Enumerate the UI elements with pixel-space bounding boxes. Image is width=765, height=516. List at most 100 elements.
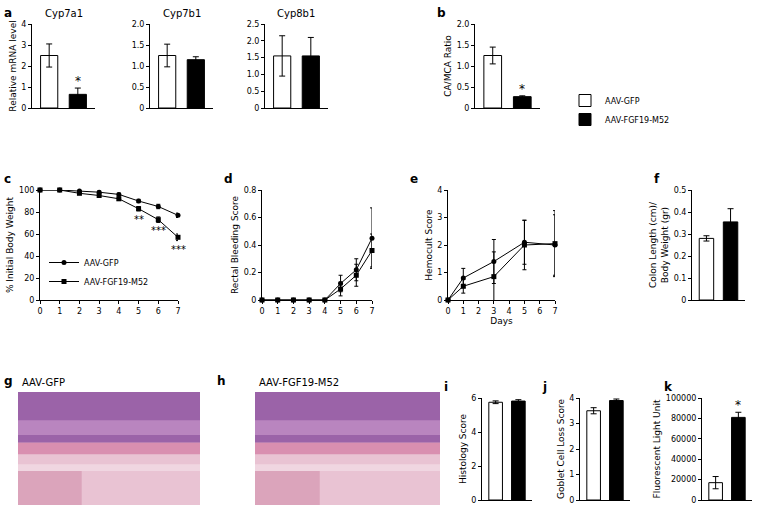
- svg-text:0.1: 0.1: [674, 274, 687, 283]
- svg-text:2.0: 2.0: [247, 37, 260, 46]
- svg-text:6: 6: [537, 307, 542, 316]
- svg-text:0.8: 0.8: [244, 186, 257, 195]
- svg-text:0: 0: [681, 296, 686, 305]
- svg-text:0.6: 0.6: [244, 213, 257, 222]
- svg-text:2.0: 2.0: [457, 20, 470, 29]
- svg-text:1: 1: [275, 307, 280, 316]
- svg-text:3: 3: [437, 213, 442, 222]
- svg-text:0.5: 0.5: [247, 87, 260, 96]
- svg-text:40000: 40000: [671, 455, 696, 464]
- svg-text:5: 5: [136, 307, 141, 316]
- svg-text:0.2: 0.2: [674, 252, 687, 261]
- svg-text:3: 3: [491, 307, 496, 316]
- svg-text:AAV-GFP: AAV-GFP: [84, 259, 119, 268]
- svg-text:0.3: 0.3: [674, 230, 687, 239]
- svg-text:0: 0: [445, 307, 450, 316]
- svg-text:j: j: [542, 380, 547, 394]
- svg-text:a: a: [4, 6, 12, 20]
- svg-text:0.2: 0.2: [244, 268, 257, 277]
- svg-text:4: 4: [569, 394, 574, 403]
- svg-text:g: g: [4, 374, 13, 388]
- svg-text:0.5: 0.5: [132, 83, 145, 92]
- svg-text:0.5: 0.5: [457, 83, 470, 92]
- svg-text:1.0: 1.0: [132, 62, 145, 71]
- svg-text:0: 0: [437, 296, 442, 305]
- svg-text:0.5: 0.5: [674, 186, 687, 195]
- svg-text:1.5: 1.5: [132, 41, 145, 50]
- svg-text:1: 1: [437, 268, 442, 277]
- svg-text:0: 0: [139, 104, 144, 113]
- svg-text:6: 6: [354, 307, 359, 316]
- svg-text:80: 80: [24, 208, 34, 217]
- svg-text:1: 1: [21, 83, 26, 92]
- svg-text:3: 3: [307, 307, 312, 316]
- svg-text:CA/MCA Ratio: CA/MCA Ratio: [443, 35, 453, 97]
- svg-text:2: 2: [437, 241, 442, 250]
- svg-text:Rectal Bleeding Score: Rectal Bleeding Score: [230, 195, 240, 294]
- svg-text:2: 2: [569, 445, 574, 454]
- svg-text:40: 40: [24, 252, 34, 261]
- svg-text:Colon Length (cm)/Body Weight: Colon Length (cm)/Body Weight (gr): [648, 201, 670, 288]
- svg-text:0: 0: [259, 307, 264, 316]
- svg-text:1.5: 1.5: [247, 53, 260, 62]
- svg-text:0: 0: [569, 496, 574, 505]
- svg-text:4: 4: [437, 186, 442, 195]
- svg-text:0: 0: [29, 296, 34, 305]
- svg-text:60: 60: [24, 230, 34, 239]
- svg-text:***: ***: [171, 244, 186, 255]
- svg-text:1: 1: [461, 307, 466, 316]
- svg-text:4: 4: [322, 307, 327, 316]
- svg-text:*: *: [519, 82, 525, 96]
- svg-text:1: 1: [569, 470, 574, 479]
- svg-text:2: 2: [21, 62, 26, 71]
- svg-text:2: 2: [471, 462, 476, 471]
- svg-text:Cyp7b1: Cyp7b1: [163, 8, 201, 19]
- svg-text:0.4: 0.4: [674, 208, 687, 217]
- svg-text:Days: Days: [490, 316, 513, 326]
- svg-text:0: 0: [691, 496, 696, 505]
- svg-text:k: k: [664, 380, 673, 394]
- svg-text:Histology Score: Histology Score: [458, 413, 468, 484]
- svg-text:0: 0: [464, 104, 469, 113]
- svg-text:AAV-GFP: AAV-GFP: [22, 377, 65, 388]
- svg-text:AAV-FGF19-M52: AAV-FGF19-M52: [259, 377, 339, 388]
- svg-text:b: b: [437, 6, 446, 20]
- svg-text:2: 2: [291, 307, 296, 316]
- svg-text:0.4: 0.4: [244, 241, 257, 250]
- svg-text:4: 4: [471, 428, 476, 437]
- svg-text:*: *: [735, 398, 741, 412]
- svg-text:AAV-FGF19-M52: AAV-FGF19-M52: [84, 278, 148, 287]
- svg-text:2: 2: [77, 307, 82, 316]
- svg-text:**: **: [134, 214, 144, 225]
- svg-text:3: 3: [97, 307, 102, 316]
- svg-text:100: 100: [19, 186, 34, 195]
- svg-text:h: h: [217, 374, 226, 388]
- svg-text:*: *: [75, 74, 81, 88]
- svg-text:f: f: [654, 172, 660, 186]
- svg-text:0: 0: [251, 296, 256, 305]
- svg-text:5: 5: [522, 307, 527, 316]
- svg-text:1.0: 1.0: [457, 62, 470, 71]
- svg-text:e: e: [410, 172, 418, 186]
- svg-text:AAV-GFP: AAV-GFP: [605, 97, 640, 106]
- svg-text:6: 6: [471, 394, 476, 403]
- svg-text:***: ***: [151, 225, 166, 236]
- svg-text:i: i: [444, 380, 448, 394]
- svg-text:0: 0: [37, 307, 42, 316]
- svg-text:7: 7: [369, 307, 374, 316]
- svg-text:d: d: [224, 172, 233, 186]
- svg-text:20: 20: [24, 274, 34, 283]
- svg-text:Goblet Cell Loss Score: Goblet Cell Loss Score: [556, 398, 566, 499]
- svg-text:Hemocult Score: Hemocult Score: [424, 209, 434, 281]
- svg-text:1: 1: [57, 307, 62, 316]
- svg-text:2: 2: [476, 307, 481, 316]
- svg-text:2.0: 2.0: [132, 20, 145, 29]
- svg-text:5: 5: [338, 307, 343, 316]
- svg-text:2.5: 2.5: [247, 20, 260, 29]
- svg-text:Fluorescent Light Unit: Fluorescent Light Unit: [652, 399, 662, 498]
- svg-text:4: 4: [507, 307, 512, 316]
- svg-text:0: 0: [471, 496, 476, 505]
- svg-text:3: 3: [569, 419, 574, 428]
- svg-text:80000: 80000: [671, 414, 696, 423]
- svg-text:7: 7: [175, 307, 180, 316]
